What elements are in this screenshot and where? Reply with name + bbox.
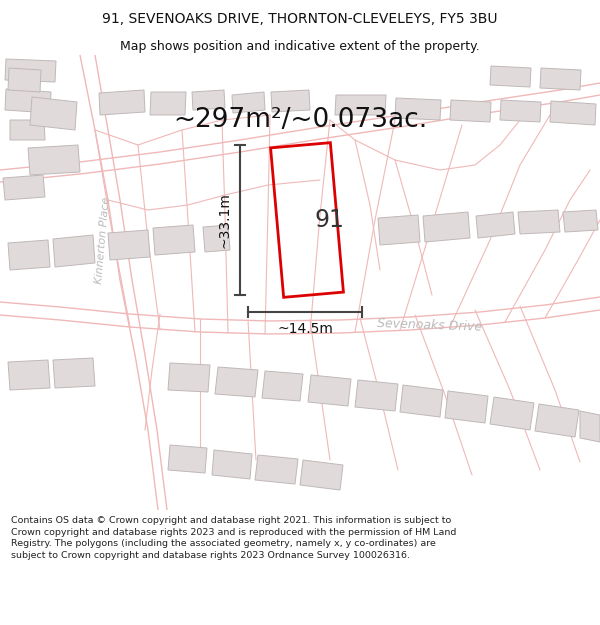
Text: 91: 91 [314,208,344,232]
Polygon shape [192,90,225,110]
Polygon shape [550,101,596,125]
Polygon shape [168,445,207,473]
Text: 91, SEVENOAKS DRIVE, THORNTON-CLEVELEYS, FY5 3BU: 91, SEVENOAKS DRIVE, THORNTON-CLEVELEYS,… [102,12,498,26]
Polygon shape [355,380,398,411]
Polygon shape [215,367,258,397]
Polygon shape [445,391,488,423]
Polygon shape [378,215,420,245]
Polygon shape [271,90,310,112]
Text: ~33.1m: ~33.1m [218,192,232,248]
Text: Map shows position and indicative extent of the property.: Map shows position and indicative extent… [120,39,480,52]
Polygon shape [476,212,515,238]
Polygon shape [490,66,531,87]
Polygon shape [518,210,560,234]
Polygon shape [150,92,186,115]
Polygon shape [490,397,534,430]
Polygon shape [255,455,298,484]
Polygon shape [53,235,95,267]
Polygon shape [28,145,80,175]
Polygon shape [3,175,45,200]
Polygon shape [53,358,95,388]
Polygon shape [168,363,210,392]
Polygon shape [395,98,441,120]
Polygon shape [335,95,386,115]
Polygon shape [563,210,598,232]
Text: Sevenoaks Drive: Sevenoaks Drive [377,317,482,333]
Polygon shape [203,225,230,252]
Polygon shape [8,240,50,270]
Polygon shape [153,225,195,255]
Text: ~14.5m: ~14.5m [277,322,333,336]
Polygon shape [212,450,252,479]
Polygon shape [300,460,343,490]
Polygon shape [108,230,150,260]
Polygon shape [540,68,581,90]
Polygon shape [308,375,351,406]
Polygon shape [400,385,443,417]
Polygon shape [8,68,41,92]
Polygon shape [580,411,600,442]
Text: Kinnerton Place: Kinnerton Place [94,196,112,284]
Polygon shape [423,212,470,242]
Polygon shape [450,100,491,122]
Polygon shape [8,360,50,390]
Polygon shape [5,89,51,113]
Polygon shape [232,92,265,113]
Polygon shape [30,97,77,130]
Polygon shape [262,371,303,401]
Polygon shape [500,100,541,122]
Polygon shape [99,90,145,115]
Polygon shape [535,404,579,437]
Polygon shape [5,59,56,82]
Polygon shape [10,120,45,140]
Text: Contains OS data © Crown copyright and database right 2021. This information is : Contains OS data © Crown copyright and d… [11,516,456,560]
Text: ~297m²/~0.073ac.: ~297m²/~0.073ac. [173,107,427,133]
